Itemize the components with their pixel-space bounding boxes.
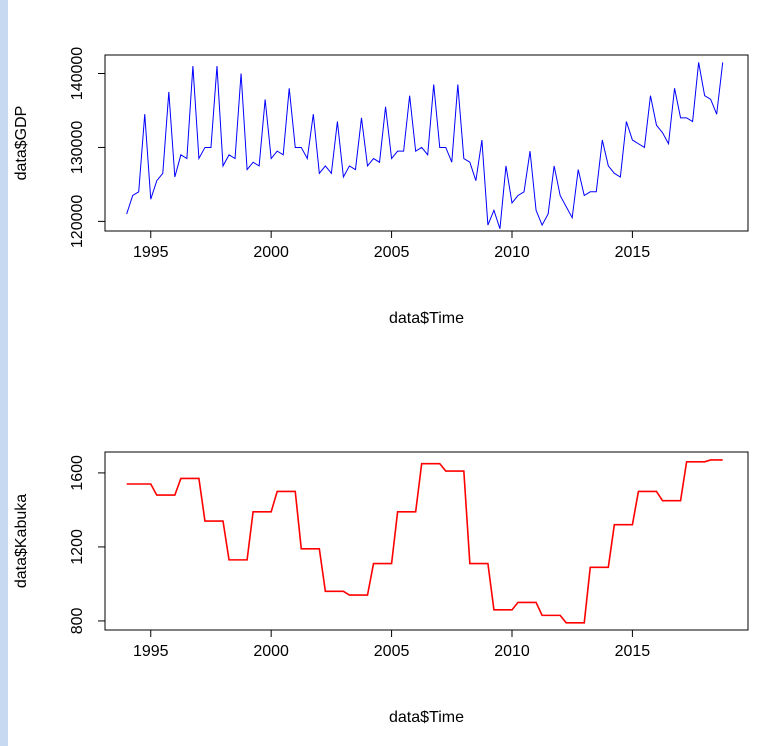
y-tick-label: 140000 [69,47,86,100]
y-tick-label: 120000 [69,195,86,248]
x-tick-label: 2000 [253,244,289,261]
x-tick-label: 1995 [133,244,169,261]
y-axis-label: data$Kabuka [13,494,30,588]
x-tick-label: 2010 [494,244,530,261]
plot-box [104,54,749,232]
y-axis-label: data$GDP [13,106,30,181]
data-line [126,459,723,624]
x-axis-label: data$Time [389,310,464,327]
x-tick-label: 1995 [133,643,169,660]
x-tick-label: 2005 [374,643,410,660]
x-tick-label: 2005 [374,244,410,261]
x-tick-label: 2015 [615,643,651,660]
data-line [126,62,724,229]
y-tick-label: 130000 [69,121,86,174]
y-tick-label: 1200 [69,529,86,565]
plot-box [104,451,749,631]
x-tick-label: 2010 [494,643,530,660]
x-tick-label: 2015 [615,244,651,261]
window-edge [0,0,8,746]
y-tick-label: 1600 [69,455,86,491]
x-tick-label: 2000 [253,643,289,660]
x-axis-label: data$Time [389,709,464,726]
y-tick-label: 800 [69,607,86,634]
